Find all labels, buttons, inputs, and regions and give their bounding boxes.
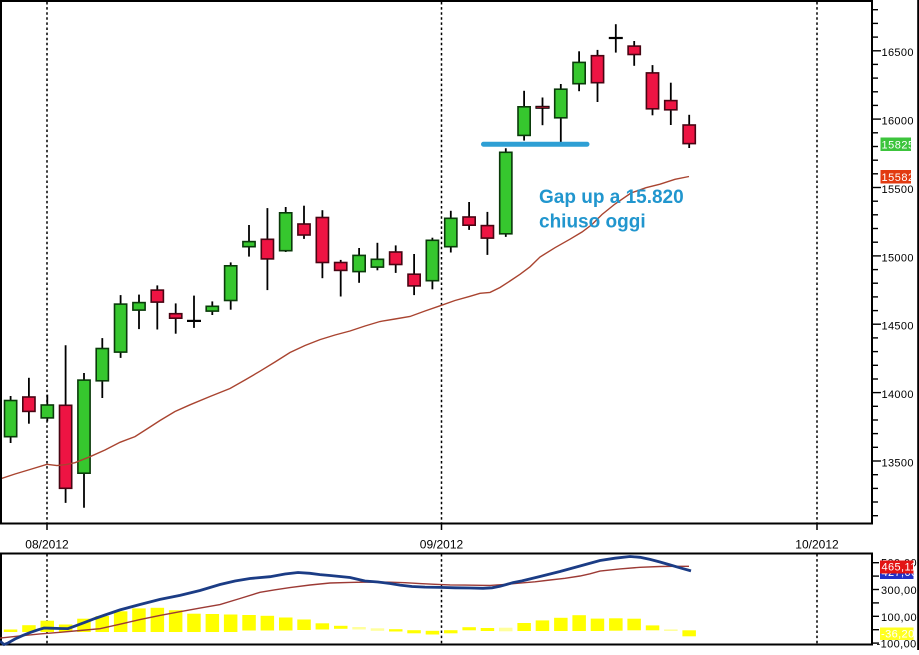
svg-text:15000: 15000 xyxy=(882,252,914,264)
svg-text:16500: 16500 xyxy=(882,47,914,59)
svg-text:chiuso oggi: chiuso oggi xyxy=(539,211,646,232)
svg-text:14000: 14000 xyxy=(882,389,914,401)
svg-text:Gap up a 15.820: Gap up a 15.820 xyxy=(539,187,684,208)
svg-text:15825: 15825 xyxy=(882,140,915,152)
svg-text:100,00: 100,00 xyxy=(881,612,917,624)
svg-text:14500: 14500 xyxy=(882,321,914,333)
svg-text:15582: 15582 xyxy=(882,172,915,184)
svg-text:-100,00: -100,00 xyxy=(877,639,917,650)
svg-text:13500: 13500 xyxy=(882,457,914,469)
svg-text:300,00: 300,00 xyxy=(881,585,917,597)
svg-text:15500: 15500 xyxy=(882,184,914,196)
svg-text:465,11: 465,11 xyxy=(882,561,917,573)
svg-text:09/2012: 09/2012 xyxy=(420,537,464,551)
svg-text:16000: 16000 xyxy=(882,116,914,128)
svg-text:08/2012: 08/2012 xyxy=(25,537,69,551)
svg-text:10/2012: 10/2012 xyxy=(795,537,839,551)
svg-text:-36,20: -36,20 xyxy=(881,629,915,641)
